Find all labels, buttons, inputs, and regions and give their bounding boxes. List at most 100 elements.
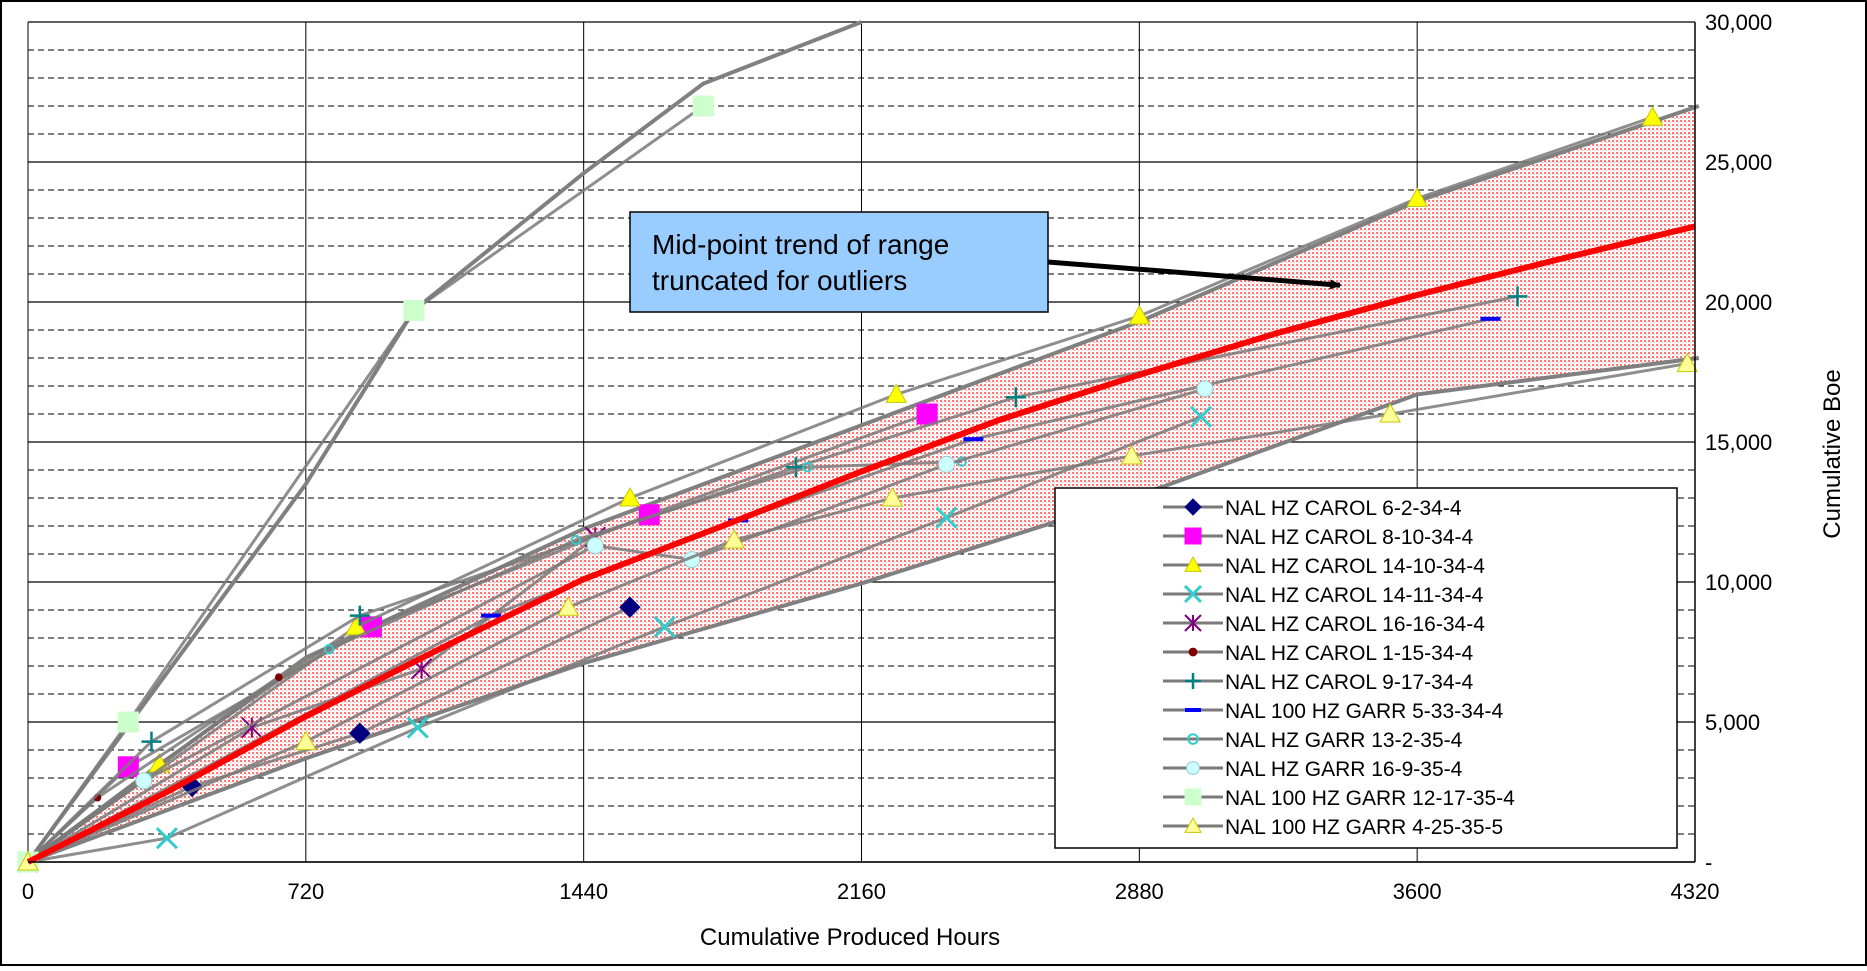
series-layer bbox=[16, 95, 1699, 874]
legend-label: NAL HZ GARR 13-2-35-4 bbox=[1225, 729, 1463, 752]
x-tick-label: 3600 bbox=[1393, 879, 1442, 904]
y-tick-label: 15,000 bbox=[1705, 430, 1772, 455]
marker bbox=[1184, 527, 1202, 545]
marker bbox=[349, 605, 370, 626]
legend-entry: NAL HZ GARR 13-2-35-4 bbox=[1163, 729, 1463, 752]
marker bbox=[135, 772, 153, 790]
marker-stroke bbox=[935, 506, 958, 529]
legend-box bbox=[1054, 487, 1678, 849]
marker bbox=[117, 711, 139, 733]
legend-entry: NAL 100 HZ GARR 12-17-35-4 bbox=[1163, 787, 1515, 810]
marker bbox=[1005, 387, 1026, 408]
x-tick-label: 0 bbox=[22, 879, 34, 904]
annotation-callout: Mid-point trend of range truncated for ou… bbox=[629, 211, 1342, 313]
marker bbox=[1406, 187, 1429, 207]
legend-entry: NAL HZ CAROL 14-11-34-4 bbox=[1163, 584, 1484, 607]
series-trendline bbox=[27, 415, 1202, 864]
callout-arrow bbox=[1047, 259, 1342, 290]
x-axis-title: Cumulative Produced Hours bbox=[700, 924, 1000, 951]
marker-stroke bbox=[1183, 584, 1203, 604]
marker bbox=[570, 534, 582, 546]
marker-stroke bbox=[1190, 405, 1213, 428]
marker bbox=[349, 722, 371, 744]
series-trendline bbox=[26, 294, 1518, 864]
marker bbox=[916, 403, 938, 425]
marker bbox=[692, 95, 714, 117]
x-tick-label: 2880 bbox=[1115, 879, 1164, 904]
marker bbox=[1184, 816, 1202, 833]
envelope-line-lower bbox=[27, 356, 1700, 864]
legend-label: NAL HZ CAROL 14-10-34-4 bbox=[1225, 555, 1485, 578]
marker bbox=[345, 615, 367, 636]
legend-entry: NAL 100 HZ GARR 5-33-34-4 bbox=[1163, 700, 1503, 723]
legend-entry: NAL HZ CAROL 6-2-34-4 bbox=[1163, 497, 1462, 520]
legend-label: NAL HZ CAROL 1-15-34-4 bbox=[1225, 642, 1474, 665]
marker bbox=[403, 299, 425, 321]
legend-label: NAL 100 HZ GARR 12-17-35-4 bbox=[1225, 787, 1515, 810]
legend: NAL HZ CAROL 6-2-34-4 NAL HZ CAROL 8-10-3… bbox=[1054, 487, 1678, 849]
range-band-area bbox=[28, 106, 1695, 862]
legend-entry: NAL 100 HZ GARR 4-25-35-5 bbox=[1163, 816, 1503, 839]
marker-stroke bbox=[155, 827, 178, 850]
range-band bbox=[28, 106, 1695, 862]
marker bbox=[1676, 352, 1699, 373]
marker bbox=[141, 731, 162, 752]
series-trendline bbox=[27, 387, 1206, 864]
envelope-line-steep bbox=[26, 20, 863, 864]
legend-label: NAL HZ CAROL 8-10-34-4 bbox=[1225, 526, 1474, 549]
marker bbox=[1190, 405, 1213, 428]
marker bbox=[294, 730, 317, 751]
legend-entry: NAL HZ GARR 16-9-35-4 bbox=[1163, 758, 1463, 781]
x-tick-label: 4320 bbox=[1671, 879, 1720, 904]
midpoint-trend-line bbox=[26, 223, 1696, 865]
marker bbox=[1196, 380, 1214, 398]
marker-stroke bbox=[406, 716, 429, 739]
marker bbox=[1185, 708, 1201, 712]
y-axis-title: Cumulative Boe bbox=[1819, 369, 1846, 538]
y-tick-label: 25,000 bbox=[1705, 150, 1772, 175]
marker bbox=[586, 537, 604, 555]
marker bbox=[1184, 614, 1202, 632]
x-tick-label: 720 bbox=[287, 879, 324, 904]
marker bbox=[155, 827, 178, 850]
marker bbox=[619, 486, 641, 507]
marker bbox=[1128, 304, 1151, 325]
series-trendline bbox=[26, 104, 705, 863]
legend-label: NAL 100 HZ GARR 5-33-34-4 bbox=[1225, 700, 1503, 723]
y-tick-label: 20,000 bbox=[1705, 290, 1772, 315]
legend-label: NAL 100 HZ GARR 4-25-35-5 bbox=[1225, 816, 1503, 839]
marker bbox=[1184, 498, 1202, 516]
marker bbox=[935, 506, 958, 529]
y-tick-label: 30,000 bbox=[1705, 10, 1772, 35]
marker bbox=[274, 673, 283, 682]
legend-label: NAL HZ CAROL 6-2-34-4 bbox=[1225, 497, 1462, 520]
legend-label: NAL HZ CAROL 16-16-34-4 bbox=[1225, 613, 1485, 636]
marker bbox=[406, 716, 429, 739]
y-tick-label: 5,000 bbox=[1705, 710, 1760, 735]
y-tick-label: 10,000 bbox=[1705, 570, 1772, 595]
legend-label: NAL HZ CAROL 14-11-34-4 bbox=[1225, 584, 1484, 607]
marker bbox=[1187, 733, 1199, 745]
marker bbox=[1185, 673, 1201, 689]
x-tick-label: 2160 bbox=[837, 879, 886, 904]
y-tick-label: - bbox=[1705, 850, 1712, 875]
marker bbox=[885, 383, 908, 403]
marker bbox=[723, 528, 746, 549]
legend-entry: NAL HZ CAROL 14-10-34-4 bbox=[1163, 555, 1485, 578]
series-trendline bbox=[27, 605, 631, 864]
marker bbox=[653, 615, 676, 638]
marker bbox=[1184, 555, 1202, 572]
marker bbox=[881, 486, 904, 507]
callout-text-line: truncated for outliers bbox=[652, 265, 907, 296]
marker bbox=[323, 644, 335, 655]
marker bbox=[557, 596, 580, 616]
series-trendline bbox=[27, 362, 1688, 864]
marker bbox=[619, 596, 641, 618]
marker bbox=[1186, 761, 1200, 775]
legend-entry: NAL HZ CAROL 8-10-34-4 bbox=[1163, 526, 1474, 549]
marker bbox=[1184, 788, 1202, 806]
marker bbox=[1641, 106, 1664, 126]
marker bbox=[1183, 584, 1203, 604]
trend-layer bbox=[26, 223, 1696, 865]
